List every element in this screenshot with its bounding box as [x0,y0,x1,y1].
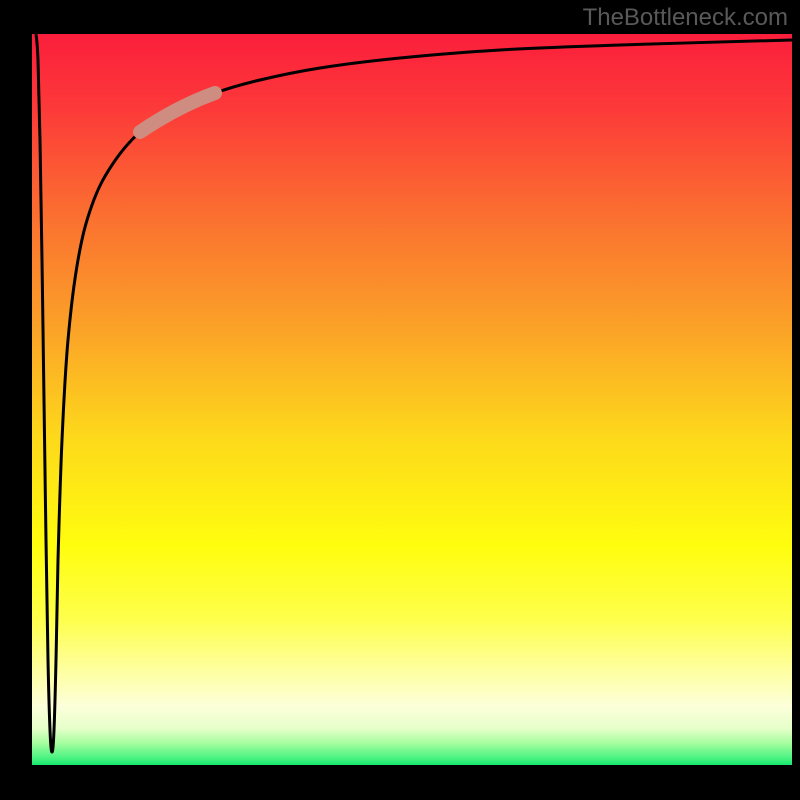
curve-layer [0,0,800,800]
watermark: TheBottleneck.com [583,4,788,32]
bottleneck-curve [36,34,792,752]
bottleneck-chart: TheBottleneck.com [0,0,800,800]
curve-highlight [140,93,215,132]
